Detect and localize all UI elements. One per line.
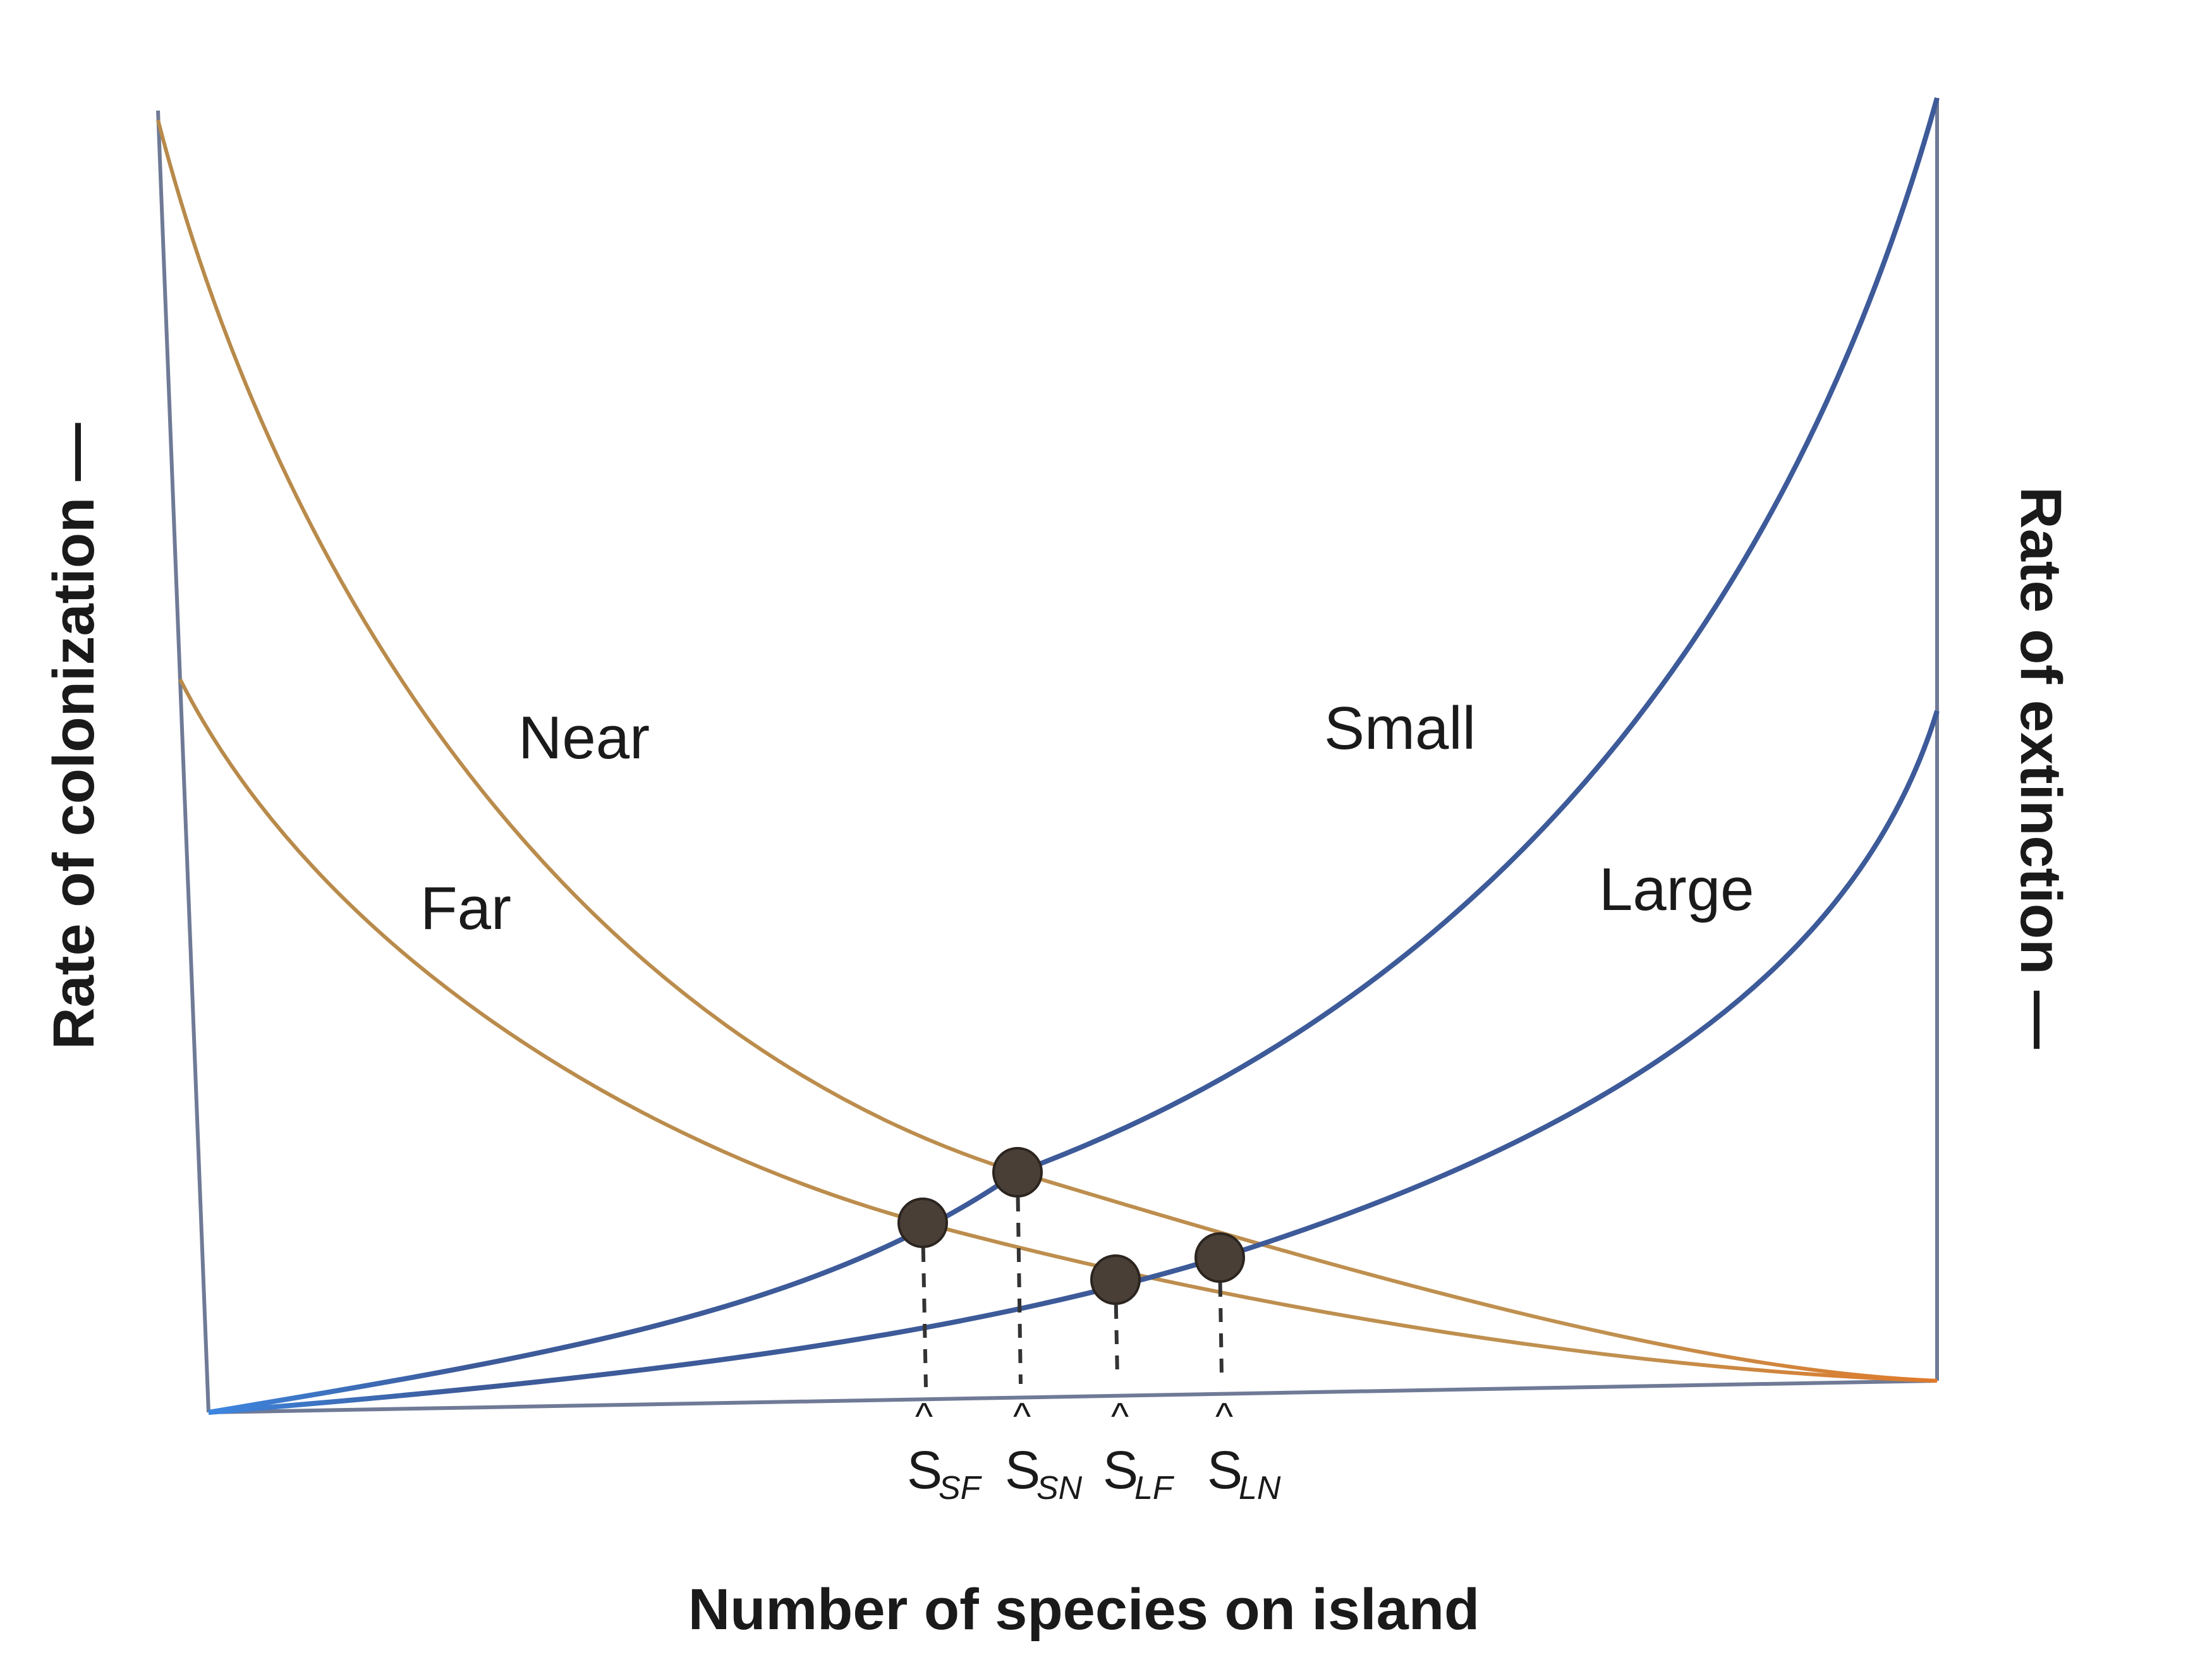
- x-axis-line: [208, 1379, 1938, 1414]
- equilibrium-points: [897, 1147, 1245, 1305]
- equilibrium-symbol: S: [1207, 1440, 1243, 1500]
- small-curve-label: Small: [1324, 695, 1476, 762]
- equilibrium-symbol: S: [1005, 1440, 1040, 1500]
- equilibrium-hat: ^: [1013, 1395, 1031, 1438]
- equilibrium-subscript: SF: [939, 1470, 983, 1507]
- equilibrium-subscript: SN: [1036, 1470, 1083, 1507]
- left-axis-line: [156, 110, 210, 1413]
- large-extinction-curve: [208, 710, 1940, 1415]
- near-curve-label: Near: [518, 704, 650, 772]
- axes: [156, 98, 1939, 1414]
- drop-line-lf: [1114, 1279, 1119, 1378]
- equilibrium-label-lf: ^ S LF: [1103, 1395, 1175, 1507]
- small-extinction-curve: [208, 97, 1940, 1415]
- equilibrium-point-sn: [992, 1147, 1043, 1198]
- right-axis-title: Rate of extinction —: [2008, 487, 2073, 1048]
- equilibrium-symbol: S: [1103, 1440, 1138, 1500]
- far-colonization-curve: [178, 678, 1938, 1383]
- equilibrium-symbol: S: [907, 1440, 942, 1500]
- equilibrium-point-ln: [1194, 1232, 1245, 1283]
- colonization-curves: [156, 119, 1938, 1383]
- equilibrium-hat: ^: [915, 1395, 933, 1438]
- equilibrium-point-sf: [897, 1198, 948, 1248]
- equilibrium-drop-lines: [921, 1172, 1224, 1388]
- x-axis-title: Number of species on island: [688, 1577, 1480, 1642]
- equilibrium-label-sn: ^ S SN: [1005, 1395, 1083, 1507]
- drop-line-sn: [1016, 1172, 1023, 1385]
- equilibrium-labels: ^ S SF ^ S SN ^ S LF ^ S LN: [907, 1395, 1281, 1507]
- drop-line-sf: [921, 1222, 928, 1388]
- drop-line-ln: [1218, 1257, 1224, 1375]
- equilibrium-point-lf: [1090, 1254, 1141, 1305]
- equilibrium-label-sf: ^ S SF: [907, 1395, 983, 1507]
- far-curve-label: Far: [420, 875, 511, 942]
- large-curve-label: Large: [1599, 856, 1754, 923]
- equilibrium-hat: ^: [1111, 1395, 1129, 1438]
- extinction-curves: [208, 97, 1940, 1415]
- equilibrium-label-ln: ^ S LN: [1207, 1395, 1281, 1507]
- equilibrium-hat: ^: [1215, 1395, 1233, 1438]
- equilibrium-subscript: LN: [1239, 1470, 1281, 1507]
- left-axis-title: Rate of colonization —: [42, 423, 106, 1050]
- near-colonization-curve: [156, 119, 1938, 1383]
- equilibrium-subscript: LF: [1134, 1470, 1175, 1507]
